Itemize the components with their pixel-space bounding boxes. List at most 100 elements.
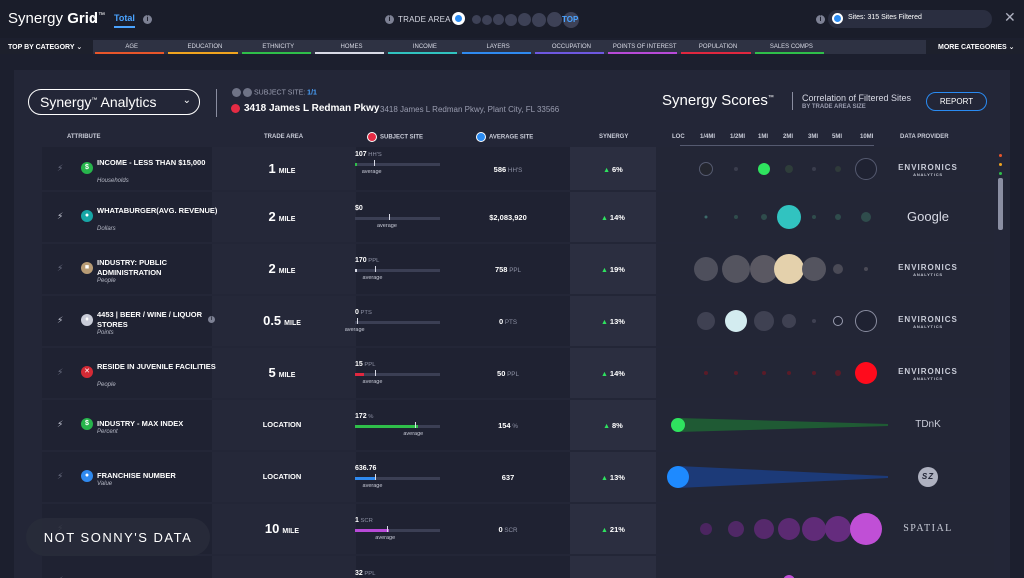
ring-bubble-10mi[interactable] [855,310,877,332]
brand-chevron-icon[interactable]: › [92,10,97,26]
more-categories-dropdown[interactable]: MORE CATEGORIES ⌄ [926,40,1024,54]
ring-bubble-3mi[interactable] [812,371,816,375]
ring-bubble-3mi[interactable] [802,517,826,541]
bolt-icon[interactable]: ⚡ [57,471,64,481]
ring-bubble-1-2mi[interactable] [725,310,747,332]
table-row[interactable]: ⚡ 32 PPL [42,556,994,578]
ring-label-5mi[interactable]: 5MI [832,134,843,140]
col-average-site[interactable]: AVERAGE SITE [476,132,533,142]
col-trade-area[interactable]: TRADE AREA [264,134,304,140]
ring-bubble-1-4mi[interactable] [699,161,713,176]
ring-bubble-2mi[interactable] [774,254,804,284]
ring-bubble-1-4mi[interactable] [697,312,715,330]
trade-area-slider-thumb[interactable] [452,12,465,25]
ring-bubble-5mi[interactable] [833,264,843,274]
ring-bubble-1-2mi[interactable] [722,255,750,283]
ring-bubble-1-4mi[interactable] [704,371,708,375]
ring-bubble-1mi[interactable] [761,214,767,220]
bolt-icon[interactable]: ⚡ [57,315,64,325]
ring-bubble-10mi[interactable] [855,157,877,180]
ring-bubble-loc[interactable] [671,418,685,432]
ring-bubble-5mi[interactable] [835,165,841,172]
ring-bubble-3mi[interactable] [812,166,816,171]
ring-bubble-10mi[interactable] [850,513,882,545]
category-tab-ethnicity[interactable]: ETHNICITY [241,40,315,54]
ring-bubble-10mi[interactable] [861,212,871,222]
bolt-icon[interactable]: ⚡ [57,263,64,273]
ring-bubble-2mi[interactable] [782,314,796,328]
ring-bubble-5mi[interactable] [835,370,841,376]
col-synergy[interactable]: SYNERGY [599,134,629,140]
table-row[interactable]: ⚡ ● WHATABURGER(AVG. REVENUE) Dollars 2 MILE $… [42,192,994,242]
bolt-icon[interactable]: ⚡ [57,575,63,578]
category-tab-sales-comps[interactable]: SALES COMPS [754,40,828,54]
ring-bubble-1mi[interactable] [750,255,778,283]
ring-bubble-5mi[interactable] [825,516,851,542]
col-subject-site[interactable]: SUBJECT SITE [367,132,423,142]
ring-label-10mi[interactable]: 10MI [860,134,874,140]
ring-bubble-1-4mi[interactable] [694,257,718,281]
ring-bubble-1mi[interactable] [754,519,774,539]
report-button[interactable]: REPORT [926,92,987,111]
ring-bubble-2mi[interactable] [787,371,791,375]
ring-bubble-1mi[interactable] [758,162,770,175]
trade-area-top-label[interactable]: TOP [562,15,579,24]
scrollbar[interactable] [998,178,1003,230]
ring-bubble-2mi[interactable] [778,518,800,540]
attribute-name[interactable]: INDUSTRY: PUBLIC ADMINISTRATION [97,258,167,277]
top-by-category-dropdown[interactable]: TOP BY CATEGORY ⌄ [0,40,93,54]
tab-total[interactable]: Total [114,13,135,28]
ring-label-3mi[interactable]: 3MI [808,134,819,140]
attribute-name[interactable]: INCOME - LESS THAN $15,000 [97,157,206,167]
prev-site-icon[interactable] [232,88,241,97]
table-row[interactable]: ⚡ ■ INDUSTRY: PUBLIC ADMINISTRATION People 2… [42,244,994,294]
col-data-provider[interactable]: DATA PROVIDER [900,134,949,140]
analytics-dropdown[interactable]: Synergy™ Analytics ⌄ [28,89,200,115]
ring-label-loc[interactable]: LOC [672,134,685,140]
attribute-name[interactable]: WHATABURGER(AVG. REVENUE) [97,206,218,215]
ring-label-1mi[interactable]: 1MI [758,134,769,140]
sites-info-icon[interactable]: i [816,15,825,24]
ring-bubble-2mi[interactable] [783,575,795,578]
ring-bubble-1-2mi[interactable] [734,371,738,375]
attribute-info-icon[interactable]: i [208,316,215,323]
category-tab-homes[interactable]: HOMES [314,40,388,54]
ring-bubble-2mi[interactable] [785,164,793,173]
bolt-icon[interactable]: ⚡ [57,419,64,429]
category-tab-income[interactable]: INCOME [388,40,461,54]
category-tab-occupation[interactable]: OCCUPATION [534,40,608,54]
ring-bubble-1-2mi[interactable] [728,521,744,537]
ring-bubble-1-4mi[interactable] [700,523,712,535]
sites-filter[interactable]: Sites: 315 Sites Filtered [828,10,992,28]
ring-bubble-3mi[interactable] [802,257,826,281]
info-icon[interactable]: i [143,15,152,24]
col-attribute[interactable]: ATTRIBUTE [67,134,101,140]
ring-bubble-5mi[interactable] [835,214,841,220]
trade-area-info-icon[interactable]: i [385,15,394,24]
subject-site-nav[interactable]: SUBJECT SITE: 1/1 [232,88,317,97]
bolt-icon[interactable]: ⚡ [57,211,64,221]
ring-bubble-5mi[interactable] [833,316,843,326]
close-icon[interactable]: ✕ [1004,9,1016,25]
ring-bubble-1mi[interactable] [762,371,766,375]
table-row[interactable]: ⚡ ● FRANCHISE NUMBER Value LOCATION 636.76 ave… [42,452,994,502]
attribute-name[interactable]: FRANCHISE NUMBER [97,471,176,480]
ring-label-2mi[interactable]: 2MI [783,134,794,140]
ring-bubble-10mi[interactable] [864,267,868,271]
category-tab-population[interactable]: POPULATION [681,40,754,54]
category-tab-points-of-interest[interactable]: POINTS OF INTEREST [608,40,681,54]
attribute-name[interactable]: RESIDE IN JUVENILE FACILITIES [97,362,216,371]
ring-bubble-1-4mi[interactable] [704,215,708,219]
ring-bubble-1-2mi[interactable] [734,166,738,171]
ring-bubble-3mi[interactable] [812,319,816,323]
attribute-name[interactable]: INDUSTRY - MAX INDEX [97,419,184,428]
table-row[interactable]: ⚡ $ INDUSTRY - MAX INDEX Percent LOCATION 172… [42,400,994,450]
attribute-name[interactable]: 4453 | BEER / WINE / LIQUOR STORES [97,310,203,329]
next-site-icon[interactable] [243,88,252,97]
trade-area-slider-track[interactable] [472,11,580,29]
ring-label-1-2mi[interactable]: 1/2MI [730,134,746,140]
ring-bubble-3mi[interactable] [812,215,816,219]
table-row[interactable]: ⚡ ✕ RESIDE IN JUVENILE FACILITIES People 5 MI… [42,348,994,398]
ring-bubble-1mi[interactable] [754,311,774,331]
category-tab-layers[interactable]: LAYERS [461,40,535,54]
